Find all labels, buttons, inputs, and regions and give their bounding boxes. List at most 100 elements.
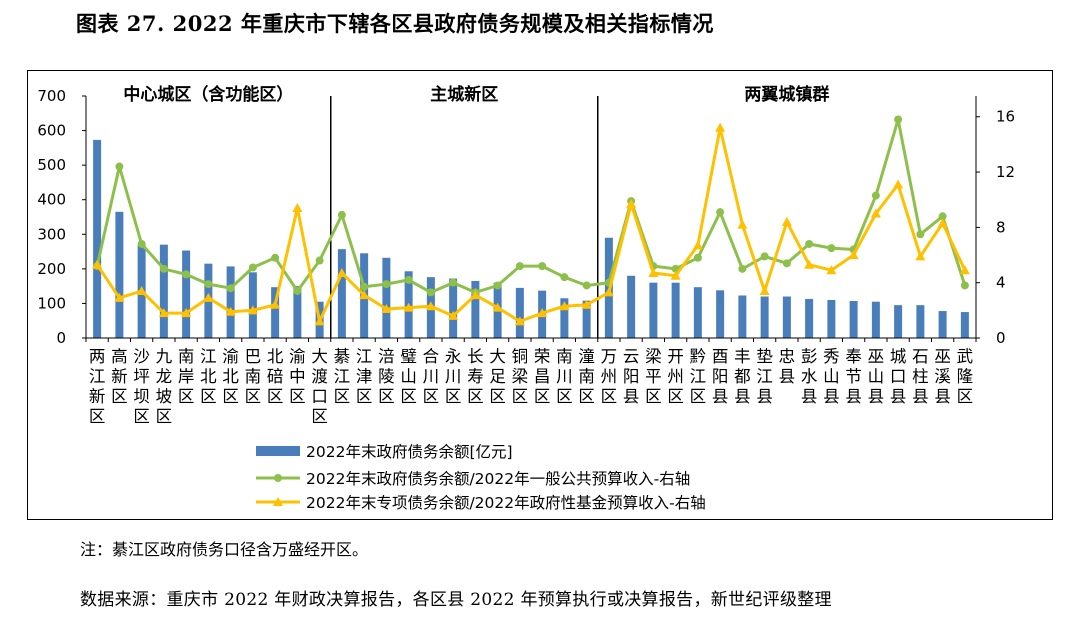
category-label: 万州区 <box>601 347 618 406</box>
category-label: 丰都县 <box>734 347 751 406</box>
category-label: 大足区 <box>489 347 506 406</box>
point-涪陵区 <box>381 303 392 313</box>
point-巴南区 <box>247 305 258 315</box>
category-label: 长寿区 <box>467 347 484 406</box>
point-大渡口区 <box>315 256 324 265</box>
point-秀山县 <box>827 244 836 253</box>
category-label: 酉阳县 <box>712 347 729 406</box>
point-石柱县 <box>916 230 925 239</box>
point-巫溪县 <box>937 218 948 228</box>
point-开州区 <box>670 270 681 280</box>
point-南岸区 <box>182 270 191 279</box>
point-南川区 <box>559 301 570 311</box>
point-铜梁区 <box>514 316 525 326</box>
point-渝北区 <box>226 284 235 293</box>
point-忠县 <box>781 216 792 226</box>
left-tick-label: 700 <box>37 87 66 105</box>
point-黔江区 <box>692 240 703 250</box>
bar-永川区 <box>449 278 458 338</box>
point-北碚区 <box>271 253 280 262</box>
category-label: 武隆区 <box>957 347 974 406</box>
point-高新区 <box>114 292 125 302</box>
bar-忠县 <box>782 296 791 338</box>
category-label: 石柱县 <box>912 347 929 406</box>
category-label: 涪陵区 <box>378 347 395 406</box>
bar-南川区 <box>560 298 569 338</box>
category-label: 南岸区 <box>178 347 195 406</box>
category-label: 合川区 <box>423 347 440 406</box>
bar-巫溪县 <box>938 311 947 338</box>
category-label: 开州区 <box>667 347 684 406</box>
point-璧山区 <box>403 302 414 312</box>
point-大足区 <box>492 302 503 312</box>
legend-label: 2022年末政府债务余额[亿元] <box>306 442 513 461</box>
point-丰都县 <box>738 264 747 273</box>
point-秀山县 <box>826 265 837 275</box>
group-label: 中心城区（含功能区） <box>123 84 293 105</box>
bar-北碚区 <box>271 287 280 338</box>
point-两江新区 <box>92 259 103 269</box>
category-label: 垫江县 <box>756 347 773 406</box>
category-label: 南川区 <box>556 347 573 406</box>
data-source: 数据来源：重庆市 2022 年财政决算报告，各区县 2022 年预算执行或决算报… <box>80 590 832 610</box>
bar-石柱县 <box>916 305 925 338</box>
bar-秀山县 <box>827 299 836 338</box>
point-城口县 <box>894 115 903 124</box>
point-彭水县 <box>805 239 814 248</box>
bar-涪陵区 <box>382 257 391 338</box>
group-label: 主城新区 <box>430 84 498 105</box>
point-奉节县 <box>848 250 859 260</box>
bar-云阳县 <box>627 275 636 338</box>
point-涪陵区 <box>382 280 391 289</box>
category-label: 渝中区 <box>289 347 306 406</box>
point-石柱县 <box>915 251 926 261</box>
category-label: 巴南区 <box>245 347 262 406</box>
point-南岸区 <box>181 308 192 318</box>
category-label: 彭水县 <box>801 347 818 406</box>
bar-丰都县 <box>738 295 747 338</box>
point-綦江区 <box>336 268 347 278</box>
category-label: 高新区 <box>111 347 128 406</box>
point-垫江县 <box>760 252 769 261</box>
point-江津区 <box>359 290 370 300</box>
bar-梁平区 <box>649 282 658 338</box>
left-tick-label: 200 <box>37 260 66 278</box>
category-label: 璧山区 <box>400 347 417 406</box>
point-梁平区 <box>648 268 659 278</box>
chart-legend: 2022年末政府债务余额[亿元] 2022年末政府债务余额/2022年一般公共预算… <box>256 442 706 512</box>
point-巫溪县 <box>938 212 947 221</box>
category-label: 梁平区 <box>645 347 662 406</box>
right-tick-label: 4 <box>996 274 1006 292</box>
bar-黔江区 <box>693 287 702 338</box>
bar-潼南区 <box>582 300 591 338</box>
category-label: 荣昌区 <box>534 347 551 406</box>
bar-武隆区 <box>960 312 969 338</box>
chart-note: 注：綦江区政府债务口径含万盛经开区。 <box>80 540 369 559</box>
bar-奉节县 <box>849 301 858 338</box>
point-忠县 <box>782 259 791 268</box>
point-荣昌区 <box>537 308 548 318</box>
category-label: 大渡口区 <box>311 347 328 426</box>
point-巴南区 <box>248 263 257 272</box>
point-大足区 <box>493 281 502 290</box>
bar-铜梁区 <box>515 287 524 338</box>
point-江北区 <box>203 292 214 302</box>
bar-垫江县 <box>760 296 769 338</box>
bar-高新区 <box>115 211 124 338</box>
point-武隆区 <box>960 281 969 290</box>
category-label: 城口县 <box>890 347 907 406</box>
point-江津区 <box>360 282 369 291</box>
point-渝中区 <box>292 203 303 213</box>
left-tick-label: 100 <box>37 294 66 312</box>
category-label: 渝北区 <box>222 347 239 406</box>
point-荣昌区 <box>538 262 547 271</box>
point-沙坪坝区 <box>136 285 147 295</box>
point-垫江县 <box>759 285 770 295</box>
bar-酉阳县 <box>716 290 725 338</box>
bar-渝中区 <box>293 286 302 338</box>
category-label: 两江新区 <box>89 347 106 426</box>
bar-城口县 <box>894 305 903 338</box>
bar-彭水县 <box>805 298 814 338</box>
point-江北区 <box>204 280 213 289</box>
right-tick-label: 0 <box>996 329 1006 347</box>
